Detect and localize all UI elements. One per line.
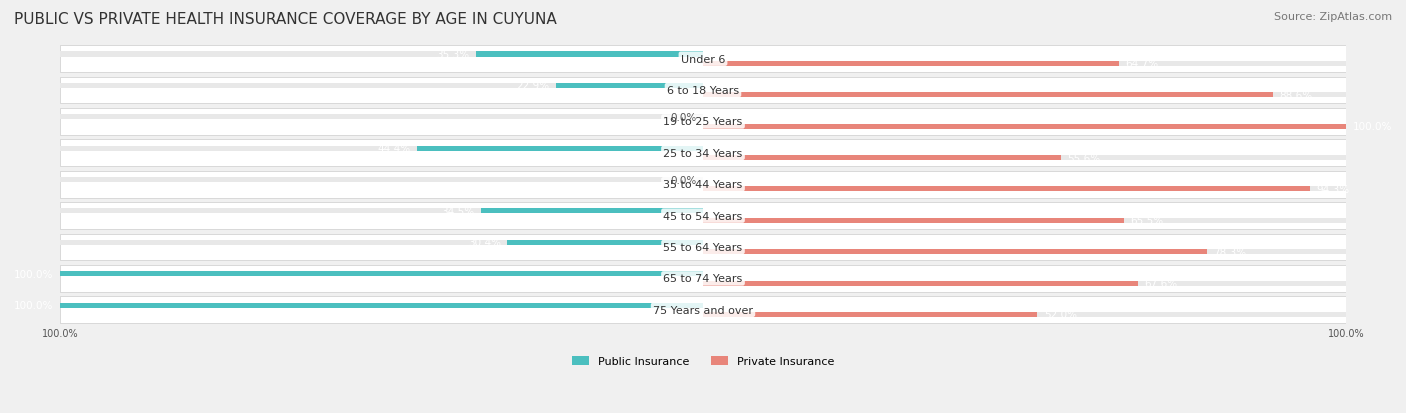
Text: 19 to 25 Years: 19 to 25 Years bbox=[664, 117, 742, 127]
Bar bbox=[703, 281, 1137, 286]
Text: Under 6: Under 6 bbox=[681, 55, 725, 64]
Text: 64.7%: 64.7% bbox=[1126, 59, 1159, 69]
Bar bbox=[703, 249, 1206, 255]
Bar bbox=[60, 109, 1346, 135]
Text: 34.5%: 34.5% bbox=[441, 206, 475, 216]
Text: 100.0%: 100.0% bbox=[14, 269, 53, 279]
Bar bbox=[60, 303, 703, 308]
Bar bbox=[60, 209, 703, 214]
Bar bbox=[703, 187, 1309, 192]
Bar bbox=[703, 124, 1346, 129]
Text: 22.9%: 22.9% bbox=[516, 81, 550, 91]
Bar bbox=[703, 62, 1119, 67]
Bar bbox=[60, 271, 703, 277]
Bar bbox=[60, 78, 1346, 104]
Bar bbox=[703, 62, 1346, 67]
Bar bbox=[508, 240, 703, 245]
Bar bbox=[703, 249, 1346, 255]
Bar bbox=[60, 303, 703, 308]
Bar bbox=[60, 46, 1346, 73]
Bar bbox=[60, 52, 703, 57]
Text: 44.4%: 44.4% bbox=[378, 144, 411, 154]
Text: 88.6%: 88.6% bbox=[1279, 90, 1312, 100]
Bar bbox=[60, 234, 1346, 261]
Bar bbox=[703, 312, 1346, 317]
Bar bbox=[703, 218, 1125, 223]
Bar bbox=[703, 281, 1346, 286]
Bar bbox=[481, 209, 703, 214]
Text: 35 to 44 Years: 35 to 44 Years bbox=[664, 180, 742, 190]
Text: 65 to 74 Years: 65 to 74 Years bbox=[664, 274, 742, 284]
Text: 25 to 34 Years: 25 to 34 Years bbox=[664, 149, 742, 159]
Bar bbox=[703, 156, 1346, 161]
Bar bbox=[60, 140, 1346, 167]
Bar bbox=[703, 93, 1346, 98]
Text: 67.6%: 67.6% bbox=[1144, 278, 1177, 288]
Bar bbox=[60, 266, 1346, 292]
Bar bbox=[60, 203, 1346, 229]
Bar bbox=[418, 146, 703, 151]
Bar bbox=[555, 83, 703, 89]
Bar bbox=[60, 178, 703, 183]
Bar bbox=[60, 171, 1346, 198]
Text: 30.4%: 30.4% bbox=[468, 238, 501, 248]
Bar bbox=[60, 297, 1346, 323]
Text: 45 to 54 Years: 45 to 54 Years bbox=[664, 211, 742, 221]
Text: 100.0%: 100.0% bbox=[1353, 122, 1392, 132]
Bar bbox=[477, 52, 703, 57]
Text: 100.0%: 100.0% bbox=[14, 300, 53, 310]
Bar bbox=[703, 218, 1346, 223]
Bar bbox=[703, 93, 1272, 98]
Text: 52.0%: 52.0% bbox=[1043, 310, 1077, 320]
Bar bbox=[703, 156, 1060, 161]
Text: 0.0%: 0.0% bbox=[671, 112, 696, 122]
Text: 35.3%: 35.3% bbox=[436, 50, 470, 60]
Bar bbox=[703, 124, 1346, 129]
Bar bbox=[703, 187, 1346, 192]
Bar bbox=[60, 146, 703, 151]
Text: 94.3%: 94.3% bbox=[1316, 185, 1350, 195]
Legend: Public Insurance, Private Insurance: Public Insurance, Private Insurance bbox=[568, 351, 838, 371]
Text: PUBLIC VS PRIVATE HEALTH INSURANCE COVERAGE BY AGE IN CUYUNA: PUBLIC VS PRIVATE HEALTH INSURANCE COVER… bbox=[14, 12, 557, 27]
Text: 55 to 64 Years: 55 to 64 Years bbox=[664, 242, 742, 252]
Text: 75 Years and over: 75 Years and over bbox=[652, 305, 754, 315]
Bar bbox=[60, 271, 703, 277]
Bar bbox=[60, 240, 703, 245]
Text: Source: ZipAtlas.com: Source: ZipAtlas.com bbox=[1274, 12, 1392, 22]
Text: 55.6%: 55.6% bbox=[1067, 153, 1099, 163]
Text: 6 to 18 Years: 6 to 18 Years bbox=[666, 86, 740, 96]
Bar bbox=[703, 312, 1038, 317]
Text: 0.0%: 0.0% bbox=[671, 175, 696, 185]
Bar bbox=[60, 83, 703, 89]
Text: 78.3%: 78.3% bbox=[1213, 247, 1246, 257]
Bar bbox=[60, 115, 703, 120]
Text: 65.5%: 65.5% bbox=[1130, 216, 1164, 226]
